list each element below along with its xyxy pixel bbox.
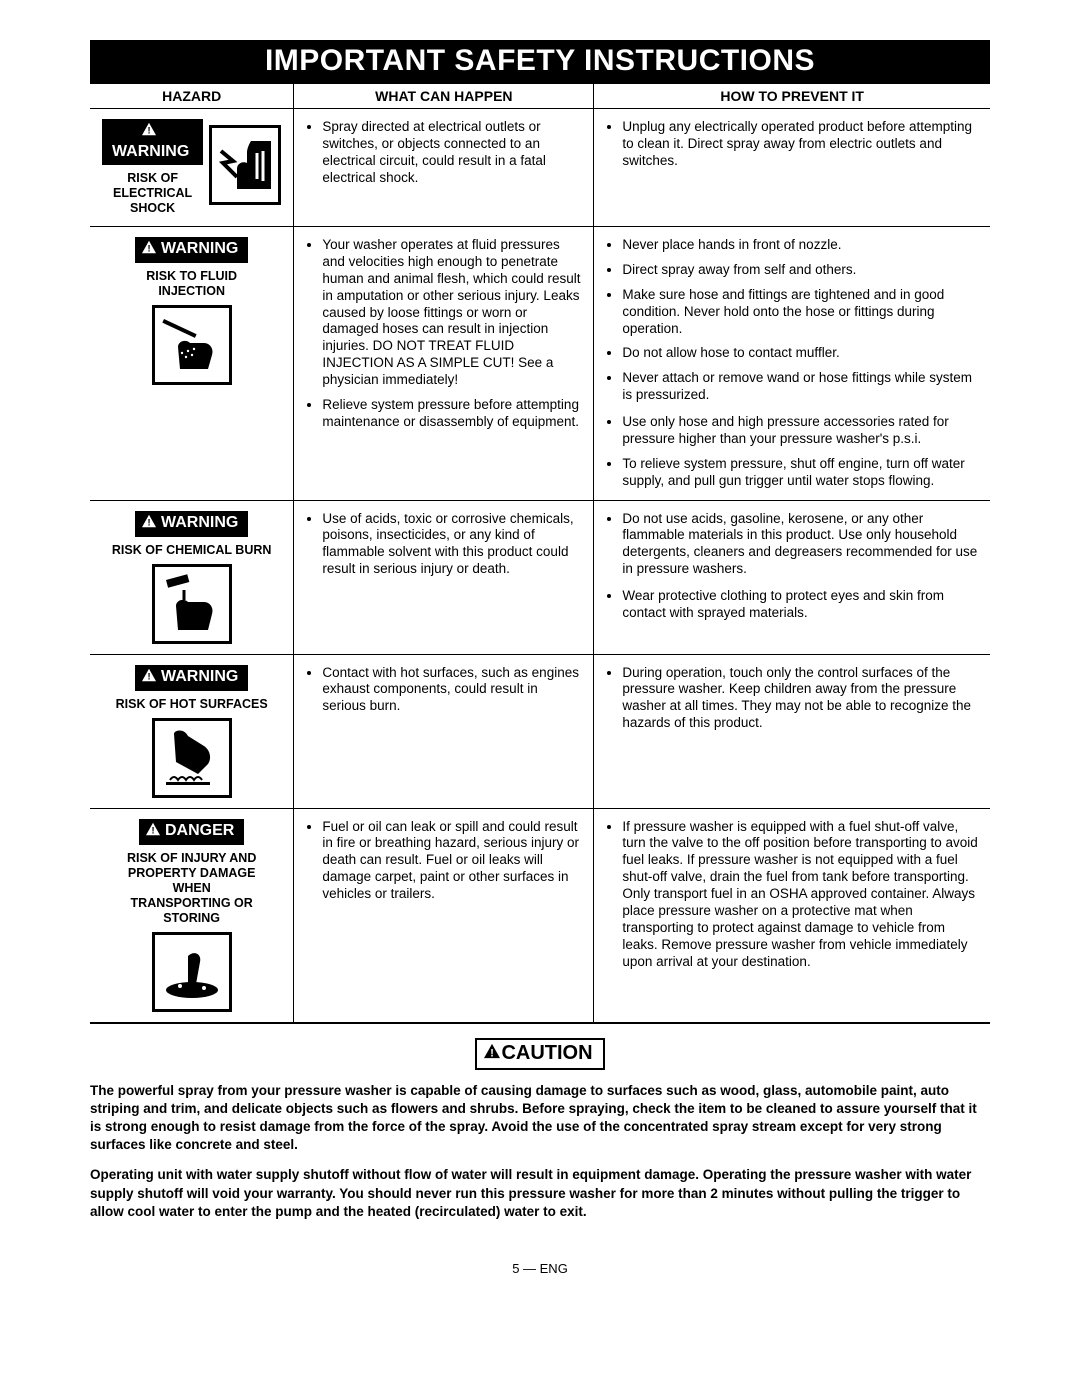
caution-label: CAUTION	[501, 1042, 592, 1064]
list-item: Unplug any electrically operated product…	[622, 119, 978, 170]
list-item: Do not use acids, gasoline, kerosene, or…	[622, 511, 978, 579]
how-to-prevent-cell: Do not use acids, gasoline, kerosene, or…	[594, 500, 990, 654]
hazard-icon	[152, 718, 232, 798]
hazard-cell: !WARNING RISK OFELECTRICALSHOCK	[90, 109, 294, 227]
list-item: Never attach or remove wand or hose fitt…	[622, 370, 978, 404]
hazard-cell: !WARNING RISK OF HOT SURFACES	[90, 654, 294, 808]
safety-table: HAZARD WHAT CAN HAPPEN HOW TO PREVENT IT…	[90, 84, 990, 1024]
warning-triangle-icon: !	[141, 240, 157, 260]
hazard-icon	[152, 932, 232, 1012]
svg-text:!: !	[147, 517, 150, 527]
hazard-cell: !WARNING RISK OF CHEMICAL BURN	[90, 500, 294, 654]
svg-text:!: !	[151, 825, 154, 835]
list-item: Your washer operates at fluid pressures …	[322, 237, 581, 389]
svg-text:!: !	[147, 671, 150, 681]
hazard-cell: !DANGER RISK OF INJURY ANDPROPERTY DAMAGE…	[90, 808, 294, 1023]
warning-badge: !WARNING	[135, 237, 248, 263]
list-item: Relieve system pressure before attemptin…	[322, 397, 581, 431]
warning-triangle-icon: !	[141, 668, 157, 688]
caution-badge: ! CAUTION	[475, 1038, 604, 1070]
list-item: Spray directed at electrical outlets or …	[322, 119, 581, 187]
table-row: !WARNING RISK OF CHEMICAL BURN Use of acid…	[90, 500, 990, 654]
hazard-title: RISK OF CHEMICAL BURN	[102, 543, 281, 558]
danger-badge: !DANGER	[139, 819, 244, 845]
hazard-title: RISK TO FLUIDINJECTION	[102, 269, 281, 299]
list-item: Use only hose and high pressure accessor…	[622, 414, 978, 448]
svg-text:!: !	[491, 1047, 495, 1059]
hazard-cell: !WARNING RISK TO FLUIDINJECTION	[90, 227, 294, 501]
hazard-icon	[152, 564, 232, 644]
warning-badge: !WARNING	[102, 119, 203, 165]
hazard-icon	[152, 305, 232, 385]
what-can-happen-cell: Your washer operates at fluid pressures …	[294, 227, 594, 501]
what-can-happen-cell: Spray directed at electrical outlets or …	[294, 109, 594, 227]
list-item: Direct spray away from self and others.	[622, 262, 978, 279]
warning-triangle-icon: !	[141, 122, 157, 142]
list-item: During operation, touch only the control…	[622, 665, 978, 733]
warning-triangle-icon: !	[141, 514, 157, 534]
warning-triangle-icon: !	[145, 822, 161, 842]
caution-paragraph-2: Operating unit with water supply shutoff…	[90, 1166, 990, 1221]
svg-text:!: !	[147, 244, 150, 254]
what-can-happen-cell: Contact with hot surfaces, such as engin…	[294, 654, 594, 808]
table-row: !WARNING RISK TO FLUIDINJECTION Your washe…	[90, 227, 990, 501]
list-item: Make sure hose and fittings are tightene…	[622, 287, 978, 338]
col-header-hazard: HAZARD	[90, 84, 294, 109]
table-row: !WARNING RISK OFELECTRICALSHOCK Spray dire…	[90, 109, 990, 227]
what-can-happen-cell: Use of acids, toxic or corrosive chemica…	[294, 500, 594, 654]
hazard-title: RISK OFELECTRICALSHOCK	[102, 171, 203, 216]
col-header-prevent: HOW TO PREVENT IT	[594, 84, 990, 109]
warning-triangle-icon: !	[483, 1042, 501, 1064]
list-item: Wear protective clothing to protect eyes…	[622, 588, 978, 622]
how-to-prevent-cell: If pressure washer is equipped with a fu…	[594, 808, 990, 1023]
list-item: Fuel or oil can leak or spill and could …	[322, 819, 581, 903]
list-item: If pressure washer is equipped with a fu…	[622, 819, 978, 971]
list-item: Do not allow hose to contact muffler.	[622, 345, 978, 362]
svg-text:!: !	[147, 126, 150, 136]
page-title: IMPORTANT SAFETY INSTRUCTIONS	[90, 40, 990, 84]
hazard-icon	[209, 125, 281, 205]
what-can-happen-cell: Fuel or oil can leak or spill and could …	[294, 808, 594, 1023]
table-row: !DANGER RISK OF INJURY ANDPROPERTY DAMAGE…	[90, 808, 990, 1023]
hazard-title: RISK OF HOT SURFACES	[102, 697, 281, 712]
list-item: Never place hands in front of nozzle.	[622, 237, 978, 254]
table-row: !WARNING RISK OF HOT SURFACES Contact with…	[90, 654, 990, 808]
col-header-happen: WHAT CAN HAPPEN	[294, 84, 594, 109]
list-item: Use of acids, toxic or corrosive chemica…	[322, 511, 581, 579]
warning-badge: !WARNING	[135, 511, 248, 537]
how-to-prevent-cell: Unplug any electrically operated product…	[594, 109, 990, 227]
hazard-title: RISK OF INJURY ANDPROPERTY DAMAGEWHENTRA…	[102, 851, 281, 926]
how-to-prevent-cell: Never place hands in front of nozzle. Dir…	[594, 227, 990, 501]
page-footer: 5 — ENG	[90, 1261, 990, 1276]
how-to-prevent-cell: During operation, touch only the control…	[594, 654, 990, 808]
list-item: To relieve system pressure, shut off eng…	[622, 456, 978, 490]
list-item: Contact with hot surfaces, such as engin…	[322, 665, 581, 716]
warning-badge: !WARNING	[135, 665, 248, 691]
caution-paragraph-1: The powerful spray from your pressure wa…	[90, 1082, 990, 1155]
